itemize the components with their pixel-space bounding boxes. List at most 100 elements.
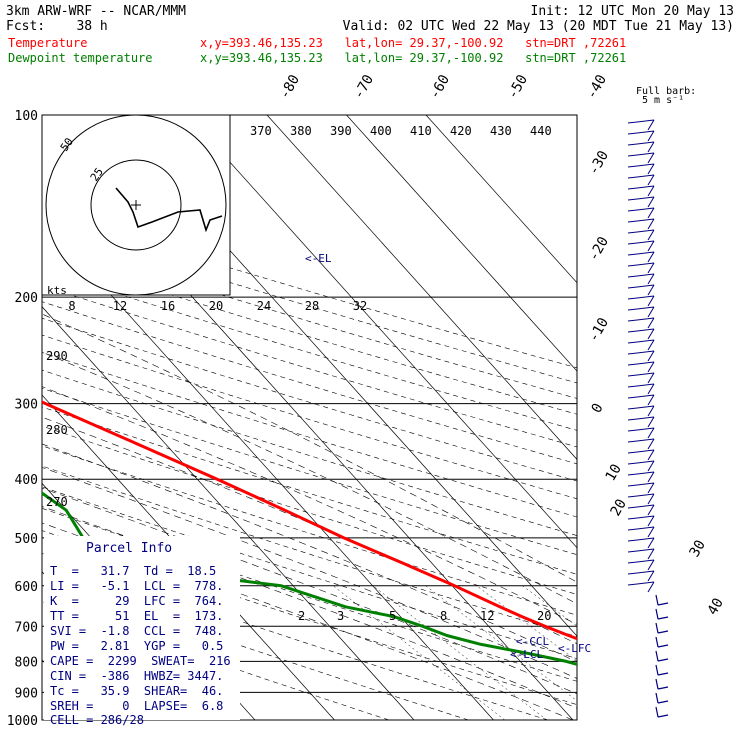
theta-label: 420 <box>450 124 472 138</box>
pressure-tick-label: 300 <box>15 398 38 413</box>
wind-barb <box>627 515 655 520</box>
wind-barb <box>627 559 655 564</box>
wind-barb <box>647 372 655 384</box>
wind-barb <box>655 664 659 676</box>
wind-barb <box>655 636 659 648</box>
barb-note-units: 5 m s⁻¹ <box>642 95 684 106</box>
wind-barb <box>647 207 655 219</box>
theta-label: 370 <box>250 124 272 138</box>
wind-barb <box>627 427 655 432</box>
temperature-series-line <box>42 400 577 641</box>
mixing-ratio-label: 12 <box>480 609 494 623</box>
isotherm-label: 40 <box>705 595 727 618</box>
parcel-level-annotation: <-LCL <box>510 648 543 661</box>
wind-barb <box>647 306 655 318</box>
wind-barb <box>627 273 655 278</box>
isotherm-label: -70 <box>351 72 378 102</box>
wind-barb <box>627 537 655 542</box>
parcel-level-annotation: <-EL <box>305 252 332 265</box>
wind-barb <box>627 196 655 201</box>
dewpoint-series-line <box>42 491 577 666</box>
isotherm-line <box>346 115 577 372</box>
theta-label: 290 <box>46 349 68 363</box>
wind-barb <box>657 644 669 648</box>
wind-barb <box>627 317 655 322</box>
parcel-info-row: CELL = 286/28 <box>50 713 144 727</box>
wind-barb <box>627 152 655 157</box>
wind-barb <box>647 504 655 516</box>
hodograph-ring <box>90 159 182 251</box>
wind-barb <box>627 350 655 355</box>
wind-barb <box>647 317 655 329</box>
wind-barb <box>647 548 655 560</box>
theta-label: 440 <box>530 124 552 138</box>
wind-barb <box>655 608 659 620</box>
dewpoint-station-info: x,y=393.46,135.23 lat,lon= 29.37,-100.92… <box>200 51 626 65</box>
wind-barb <box>627 570 655 575</box>
isotherm-line <box>42 306 415 720</box>
hodograph-axis-label: 20 <box>209 299 223 313</box>
wind-barb <box>655 594 659 606</box>
moist-adiabat-line <box>42 351 577 605</box>
wind-barb <box>647 229 655 241</box>
dry-adiabat-line <box>42 224 577 384</box>
pressure-tick-label: 400 <box>15 473 38 488</box>
wind-barb <box>647 295 655 307</box>
wind-barb <box>627 174 655 179</box>
wind-barb <box>647 559 655 571</box>
wind-barb <box>657 616 669 620</box>
wind-barb <box>647 339 655 351</box>
wind-barb <box>647 163 655 175</box>
pressure-tick-label: 600 <box>15 580 38 595</box>
wind-barb <box>655 706 659 718</box>
dry-adiabat-line <box>42 352 577 518</box>
wind-barb <box>647 515 655 527</box>
wind-barb <box>655 692 659 704</box>
pressure-tick-label: 500 <box>15 532 38 547</box>
wind-barb <box>647 174 655 186</box>
parcel-info-row: Tc = 35.9 SHEAR= 46. <box>50 684 223 698</box>
pressure-tick-label: 100 <box>15 109 38 124</box>
parcel-info-row: PW = 2.81 YGP = 0.5 <box>50 639 223 653</box>
wind-barb <box>627 185 655 190</box>
moist-adiabat-line <box>42 522 574 720</box>
isotherm-label: -30 <box>586 148 613 178</box>
parcel-info-row: SVI = -1.8 CCL = 748. <box>50 624 223 638</box>
wind-barb <box>647 537 655 549</box>
hodograph-ring-label: 50 <box>58 135 76 153</box>
mixing-ratio-label: 3 <box>337 609 344 623</box>
wind-barb <box>627 207 655 212</box>
wind-barb <box>657 672 669 676</box>
wind-barb <box>627 581 655 586</box>
moist-adiabat-line <box>42 506 577 709</box>
wind-barb <box>647 438 655 450</box>
hodograph-axis-label: 28 <box>305 299 319 313</box>
wind-barb <box>657 700 669 704</box>
wind-barb <box>647 273 655 285</box>
wind-barb <box>627 295 655 300</box>
valid-time: Valid: 02 UTC Wed 22 May 13 (20 MDT Tue … <box>343 19 734 34</box>
wind-barb <box>657 630 669 634</box>
mixing-ratio-label: 20 <box>537 609 551 623</box>
wind-barb <box>627 339 655 344</box>
dry-adiabat-line <box>42 465 577 637</box>
wind-barb <box>647 251 655 263</box>
parcel-info-title: Parcel Info <box>86 541 172 556</box>
parcel-info-row: K = 29 LFC = 764. <box>50 594 223 608</box>
dry-adiabat-line <box>42 301 577 465</box>
theta-label: 410 <box>410 124 432 138</box>
wind-barb <box>647 482 655 494</box>
parcel-info-row: TT = 51 EL = 173. <box>50 609 223 623</box>
hodograph-units: kts <box>47 284 67 297</box>
wind-barb <box>647 570 655 582</box>
wind-barb <box>647 130 655 142</box>
wind-barb <box>627 526 655 531</box>
wind-barb <box>647 119 655 131</box>
isotherm-label: 20 <box>608 496 630 519</box>
isotherm-label: -20 <box>586 234 613 264</box>
hodograph-ring-label: 25 <box>88 165 106 183</box>
forecast-hour: Fcst: 38 h <box>6 19 108 34</box>
isotherm-line <box>425 115 577 284</box>
hodograph-axis-label: 12 <box>113 299 127 313</box>
